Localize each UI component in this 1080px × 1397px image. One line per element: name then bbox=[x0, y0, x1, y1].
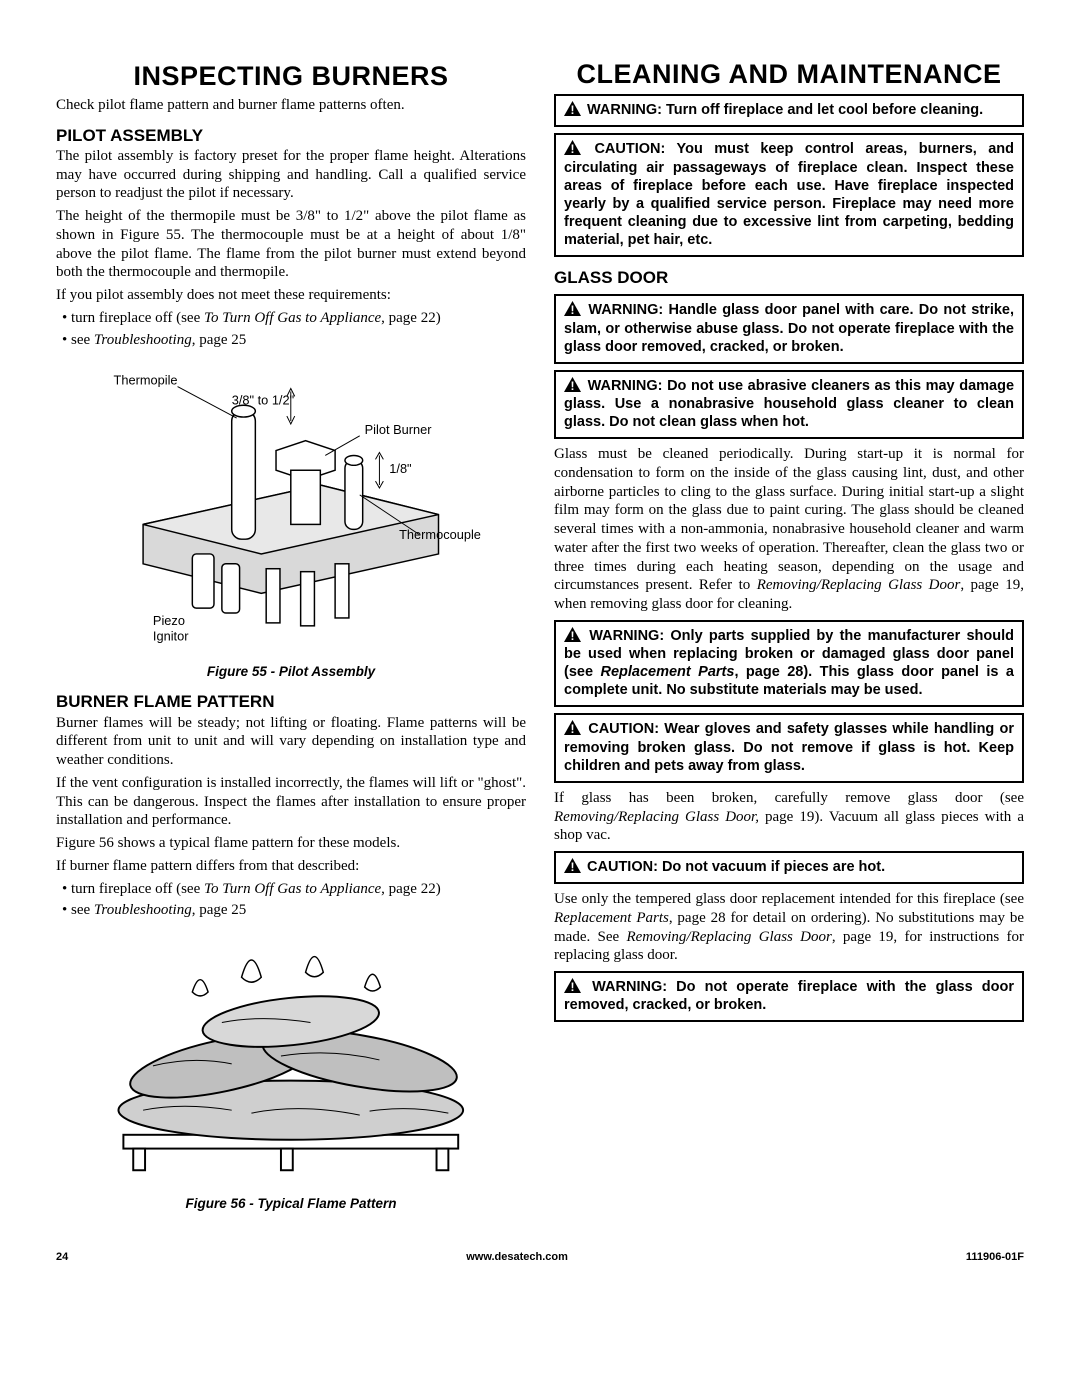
label-ignitor: Ignitor bbox=[153, 629, 189, 644]
pilot-p3: If you pilot assembly does not meet thes… bbox=[56, 286, 526, 305]
svg-text:!: ! bbox=[571, 303, 575, 316]
svg-text:!: ! bbox=[571, 103, 575, 116]
pilot-p2: The height of the thermopile must be 3/8… bbox=[56, 207, 526, 282]
caution-text: CAUTION: Wear gloves and safety glasses … bbox=[564, 721, 1014, 773]
warning-icon: ! bbox=[564, 101, 581, 116]
label-one-eighth: 1/8" bbox=[389, 461, 411, 476]
caution-box-3: ! CAUTION: Do not vacuum if pieces are h… bbox=[554, 851, 1024, 884]
flame-pattern-svg bbox=[84, 928, 498, 1184]
body-text: Glass must be cleaned periodically. Duri… bbox=[554, 446, 1024, 593]
figure-56-caption: Figure 56 - Typical Flame Pattern bbox=[56, 1196, 526, 1213]
left-column: INSPECTING BURNERS Check pilot flame pat… bbox=[56, 60, 526, 1223]
glass-para-3: Use only the tempered glass door replace… bbox=[554, 890, 1024, 965]
burner-bullet-2: see Troubleshooting, page 25 bbox=[62, 901, 526, 920]
two-column-layout: INSPECTING BURNERS Check pilot flame pat… bbox=[56, 60, 1024, 1223]
figure-56-diagram bbox=[56, 928, 526, 1190]
bullet-text: , page 22) bbox=[381, 310, 441, 326]
burner-flame-heading: BURNER FLAME PATTERN bbox=[56, 691, 526, 712]
svg-text:!: ! bbox=[571, 629, 575, 642]
label-thermocouple: Thermocouple bbox=[399, 527, 481, 542]
warning-box-5: ! WARNING: Do not operate fireplace with… bbox=[554, 971, 1024, 1022]
glass-door-heading: GLASS DOOR bbox=[554, 267, 1024, 288]
burner-p2: If the vent configuration is installed i… bbox=[56, 774, 526, 830]
caution-text: CAUTION: You must keep control areas, bu… bbox=[564, 141, 1014, 248]
caution-box-2: ! CAUTION: Wear gloves and safety glasse… bbox=[554, 713, 1024, 782]
svg-text:!: ! bbox=[571, 722, 575, 735]
warning-box-1: ! WARNING: Turn off fireplace and let co… bbox=[554, 94, 1024, 127]
bullet-text: , page 22) bbox=[381, 881, 441, 897]
inspecting-burners-title: INSPECTING BURNERS bbox=[56, 60, 526, 94]
warning-icon: ! bbox=[564, 140, 581, 155]
cleaning-maintenance-title: CLEANING AND MAINTENANCE bbox=[554, 60, 1024, 88]
warning-text: WARNING: Do not use abrasive cleaners as… bbox=[564, 378, 1014, 430]
warning-box-2: ! WARNING: Handle glass door panel with … bbox=[554, 294, 1024, 363]
warning-box-3: ! WARNING: Do not use abrasive cleaners … bbox=[554, 370, 1024, 439]
pilot-assembly-svg: Thermopile 3/8" to 1/2" Pilot Burner 1/8… bbox=[84, 357, 498, 652]
warning-icon: ! bbox=[564, 858, 581, 873]
warning-icon: ! bbox=[564, 377, 581, 392]
warning-text: WARNING: Do not operate fireplace with t… bbox=[564, 979, 1014, 1013]
body-ref: Removing/Replacing Glass Door bbox=[626, 929, 831, 945]
intro-text: Check pilot flame pattern and burner fla… bbox=[56, 96, 526, 115]
footer-url: www.desatech.com bbox=[68, 1251, 966, 1265]
svg-text:!: ! bbox=[571, 860, 575, 873]
footer-code: 111906-01F bbox=[966, 1251, 1024, 1265]
body-ref: Replacement Parts bbox=[554, 910, 669, 926]
bullet-ref: To Turn Off Gas to Appliance bbox=[204, 310, 381, 326]
warning-icon: ! bbox=[564, 978, 581, 993]
warning-icon: ! bbox=[564, 301, 581, 316]
glass-para-1: Glass must be cleaned periodically. Duri… bbox=[554, 445, 1024, 614]
svg-text:!: ! bbox=[571, 379, 575, 392]
svg-text:!: ! bbox=[571, 980, 575, 993]
warning-icon: ! bbox=[564, 627, 581, 642]
burner-bullet-1: turn fireplace off (see To Turn Off Gas … bbox=[62, 880, 526, 899]
right-column: CLEANING AND MAINTENANCE ! WARNING: Turn… bbox=[554, 60, 1024, 1223]
bullet-text: turn fireplace off (see bbox=[71, 310, 204, 326]
warning-ref: Replacement Parts bbox=[600, 664, 734, 680]
pilot-p1: The pilot assembly is factory preset for… bbox=[56, 147, 526, 203]
bullet-ref: To Turn Off Gas to Appliance bbox=[204, 881, 381, 897]
bullet-text: see bbox=[71, 902, 94, 918]
burner-p4: If burner flame pattern differs from tha… bbox=[56, 857, 526, 876]
body-ref: Removing/Replacing Glass Door bbox=[757, 577, 961, 593]
bullet-ref: Troubleshooting bbox=[94, 332, 192, 348]
pilot-bullet-2: see Troubleshooting, page 25 bbox=[62, 331, 526, 350]
caution-box-1: ! CAUTION: You must keep control areas, … bbox=[554, 133, 1024, 257]
bullet-ref: Troubleshooting bbox=[94, 902, 192, 918]
page-footer: 24 www.desatech.com 111906-01F bbox=[56, 1251, 1024, 1265]
footer-page: 24 bbox=[56, 1251, 68, 1265]
burner-bullets: turn fireplace off (see To Turn Off Gas … bbox=[56, 880, 526, 921]
warning-icon: ! bbox=[564, 720, 581, 735]
label-range: 3/8" to 1/2" bbox=[232, 393, 294, 408]
figure-55-caption: Figure 55 - Pilot Assembly bbox=[56, 664, 526, 681]
caution-text: CAUTION: Do not vacuum if pieces are hot… bbox=[587, 859, 885, 875]
svg-text:!: ! bbox=[571, 142, 575, 155]
warning-text: WARNING: Turn off fireplace and let cool… bbox=[587, 102, 983, 118]
bullet-text: turn fireplace off (see bbox=[71, 881, 204, 897]
pilot-bullet-1: turn fireplace off (see To Turn Off Gas … bbox=[62, 309, 526, 328]
label-piezo: Piezo bbox=[153, 613, 185, 628]
glass-para-2: If glass has been broken, carefully remo… bbox=[554, 789, 1024, 845]
body-ref: Removing/Replacing Glass Door, bbox=[554, 809, 759, 825]
label-thermopile: Thermopile bbox=[114, 373, 178, 388]
pilot-assembly-heading: PILOT ASSEMBLY bbox=[56, 125, 526, 146]
bullet-text: see bbox=[71, 332, 94, 348]
warning-text: WARNING: Handle glass door panel with ca… bbox=[564, 302, 1014, 354]
label-pilot-burner: Pilot Burner bbox=[365, 422, 433, 437]
burner-p3: Figure 56 shows a typical flame pattern … bbox=[56, 834, 526, 853]
figure-55-diagram: Thermopile 3/8" to 1/2" Pilot Burner 1/8… bbox=[56, 357, 526, 658]
warning-box-4: ! WARNING: Only parts supplied by the ma… bbox=[554, 620, 1024, 708]
bullet-text: , page 25 bbox=[192, 902, 247, 918]
pilot-bullets: turn fireplace off (see To Turn Off Gas … bbox=[56, 309, 526, 350]
burner-p1: Burner flames will be steady; not liftin… bbox=[56, 714, 526, 770]
body-text: If glass has been broken, carefully remo… bbox=[554, 790, 1024, 806]
body-text: Use only the tempered glass door replace… bbox=[554, 891, 1024, 907]
bullet-text: , page 25 bbox=[192, 332, 247, 348]
